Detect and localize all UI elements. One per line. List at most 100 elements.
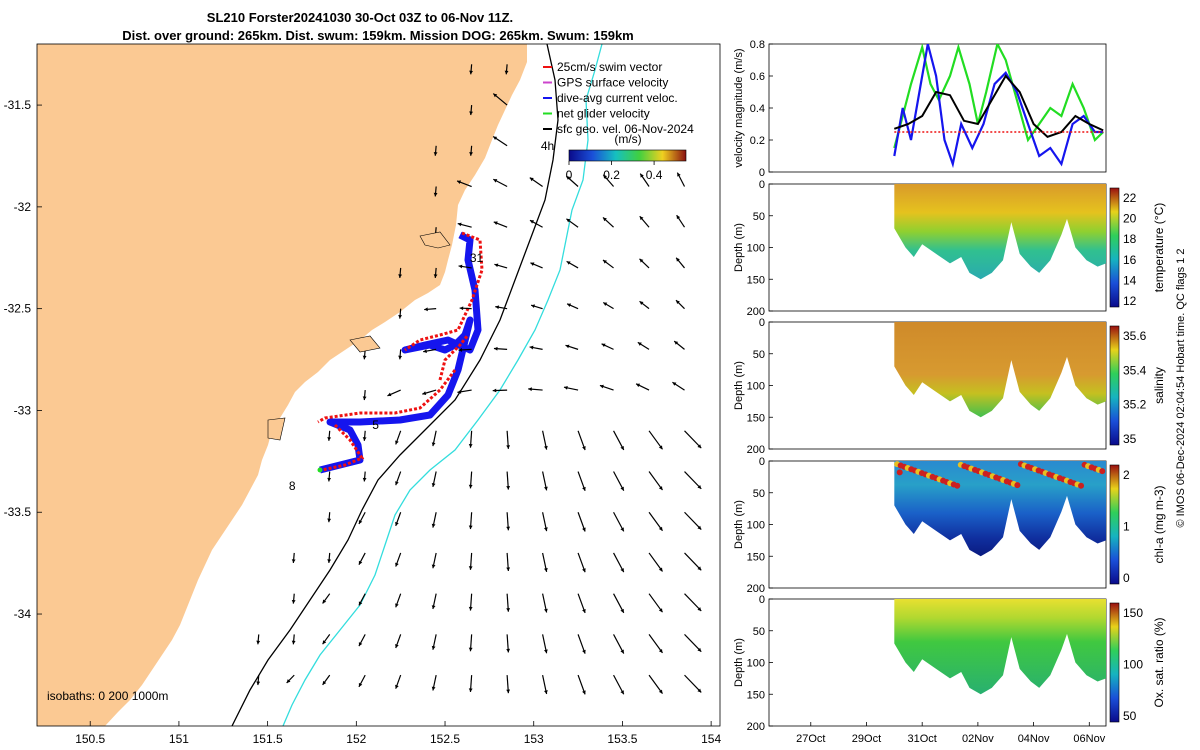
- vector-arrowhead: [675, 300, 680, 305]
- vector-arrowhead: [658, 648, 663, 653]
- section-field: [894, 184, 1106, 280]
- vector-arrow: [648, 471, 663, 491]
- geostrophic-vector-field: [256, 64, 702, 695]
- vector-arrowhead: [620, 568, 624, 573]
- map-colorbar-label: (m/s): [614, 132, 641, 146]
- map-xtick-label: 152.5: [430, 732, 460, 746]
- vector-arrowhead: [362, 477, 367, 482]
- map-colorbar-tick-label: 0.4: [646, 168, 663, 182]
- vector-arrowhead: [362, 396, 367, 401]
- swim-vector-track: [317, 231, 484, 472]
- vector-arrowhead: [358, 642, 363, 647]
- glider-start-marker: [317, 467, 323, 473]
- vector-arrowhead: [676, 215, 681, 220]
- depth-tick-label: 50: [753, 488, 765, 500]
- section-ylabel: Depth (m): [733, 500, 745, 549]
- depth-tick-label: 50: [753, 626, 765, 638]
- vector-arrowhead: [395, 603, 399, 608]
- vector-arrow: [684, 633, 702, 653]
- section-colorbar-tick-label: 2: [1123, 468, 1130, 482]
- section-colorbar-tick-label: 50: [1123, 709, 1137, 723]
- map-ytick-label: -33: [14, 403, 32, 417]
- velocity-ytick-label: 0.6: [750, 71, 765, 83]
- velocity-ylabel: velocity magnitude (m/s): [733, 48, 745, 167]
- vector-arrowhead: [582, 527, 586, 532]
- vector-arrowhead: [603, 302, 608, 306]
- vector-arrowhead: [566, 176, 571, 180]
- vector-arrowhead: [398, 274, 403, 278]
- vector-arrowhead: [697, 444, 702, 449]
- chl-sample: [1099, 468, 1106, 475]
- vector-arrowhead: [469, 70, 473, 75]
- vector-arrowhead: [322, 599, 327, 604]
- depth-tick-label: 150: [747, 274, 765, 286]
- vector-arrowhead: [291, 599, 296, 604]
- vector-arrowhead: [468, 688, 473, 692]
- time-tick-label: 29Oct: [852, 733, 881, 745]
- vector-arrowhead: [422, 391, 427, 395]
- vector-arrowhead: [423, 349, 427, 353]
- vector-arrowhead: [697, 688, 702, 693]
- vector-arrowhead: [620, 486, 624, 491]
- land-polygon: [37, 44, 527, 726]
- section-colorbar: [1109, 325, 1120, 446]
- vector-arrowhead: [433, 152, 438, 156]
- vector-arrowhead: [658, 567, 663, 572]
- section-colorbar-tick-label: 14: [1123, 273, 1137, 287]
- vector-arrowhead: [697, 647, 702, 652]
- vector-arrow: [613, 471, 625, 491]
- vector-arrowhead: [697, 485, 702, 489]
- vector-arrowhead: [256, 681, 261, 686]
- vector-arrowhead: [529, 220, 534, 224]
- map-xtick-label: 151: [169, 732, 189, 746]
- vector-arrowhead: [639, 258, 644, 263]
- vector-arrowhead: [358, 682, 363, 687]
- vector-arrowhead: [458, 264, 463, 269]
- vector-arrowhead: [529, 345, 534, 350]
- velocity-frame: [768, 43, 1107, 173]
- vector-arrowhead: [387, 392, 392, 397]
- vector-arrowhead: [603, 174, 608, 179]
- vector-arrowhead: [674, 341, 679, 345]
- vector-arrow: [648, 593, 663, 613]
- vector-arrowhead: [637, 342, 642, 346]
- vector-arrowhead: [431, 564, 436, 569]
- vector-arrowhead: [697, 607, 702, 612]
- vector-arrowhead: [658, 689, 663, 694]
- vector-arrow: [684, 593, 702, 612]
- map-colorbar-tick-label: 0.2: [603, 168, 620, 182]
- depth-tick-label: 0: [759, 456, 765, 468]
- section-colorbar-tick-label: 35.2: [1123, 398, 1147, 412]
- coastline-islands: [267, 231, 451, 441]
- vector-arrowhead: [468, 444, 473, 448]
- vector-arrowhead: [582, 608, 586, 613]
- vector-arrowhead: [327, 437, 332, 441]
- time-tick-label: 27Oct: [796, 733, 825, 745]
- velocity-panel: 0 0.2 0.4 0.6 0.8 velocity magnitude (m/s): [733, 39, 1107, 179]
- map-colorbar-tick-label: 0: [566, 168, 573, 182]
- vector-arrowhead: [431, 686, 436, 691]
- depth-tick-label: 200: [747, 444, 765, 456]
- section-colorbar: [1109, 187, 1120, 308]
- velocity-ytick-label: 0: [759, 167, 765, 179]
- vector-arrowhead: [494, 263, 499, 268]
- depth-tick-label: 150: [747, 689, 765, 701]
- chl-sample: [1078, 482, 1085, 489]
- section-colorbar-label: chl-a (mg m-3): [1152, 485, 1166, 563]
- vector-arrowhead: [636, 383, 641, 388]
- time-tick-label: 04Nov: [1018, 733, 1050, 745]
- section-ylabel: Depth (m): [733, 638, 745, 687]
- vector-arrowhead: [672, 382, 677, 386]
- map-xtick-label: 153.5: [607, 732, 637, 746]
- vector-arrow: [684, 471, 702, 490]
- title-line2: Dist. over ground: 265km. Dist. swum: 15…: [122, 28, 634, 43]
- vector-arrowhead: [620, 690, 624, 695]
- vector-arrowhead: [362, 355, 367, 360]
- vector-arrowhead: [601, 343, 606, 348]
- vector-arrowhead: [469, 152, 473, 156]
- vector-arrowhead: [398, 314, 403, 319]
- vector-arrowhead: [468, 525, 473, 530]
- map-xtick-label: 150.5: [75, 732, 105, 746]
- chl-sample: [1014, 482, 1021, 489]
- vector-arrowhead: [327, 518, 332, 523]
